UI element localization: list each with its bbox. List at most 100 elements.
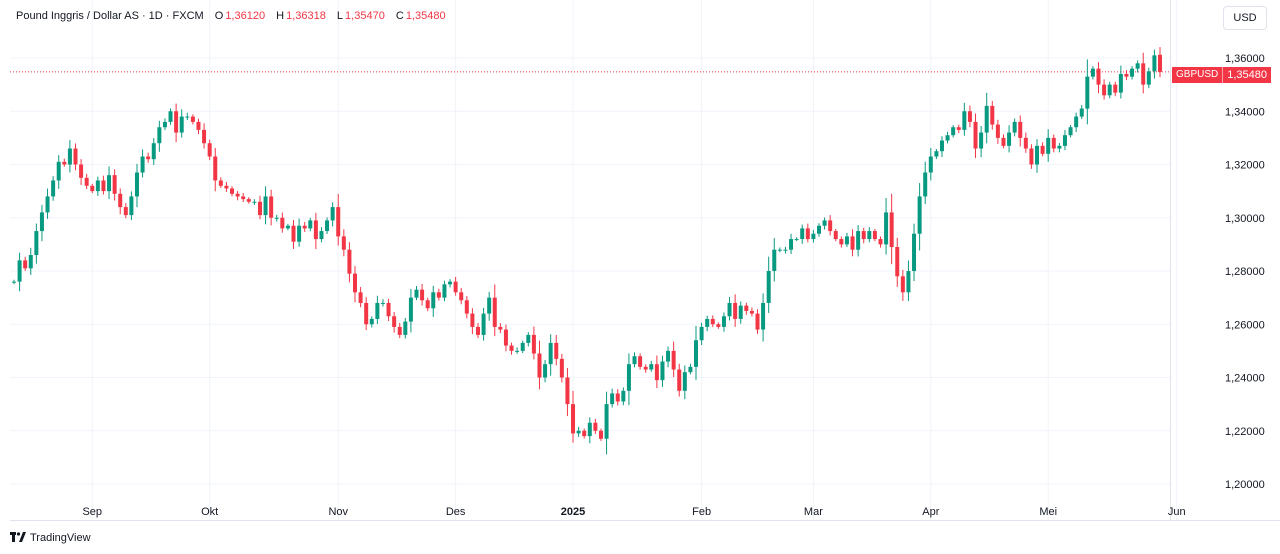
candle [90, 183, 95, 194]
candle-body [230, 188, 235, 194]
candle-body [112, 175, 117, 194]
symbol-title[interactable]: Pound Inggris / Dollar AS · 1D · FXCM [16, 10, 204, 22]
candle [839, 236, 844, 248]
candle [917, 183, 922, 251]
candle-body [62, 161, 67, 165]
candle [928, 147, 933, 181]
candle-body [548, 342, 553, 365]
candle [39, 204, 44, 242]
candle [615, 389, 620, 406]
candle-body [79, 164, 84, 178]
candle [789, 233, 794, 255]
candle-body [341, 236, 346, 250]
candle-body [928, 156, 933, 173]
candle-body [503, 329, 508, 346]
candle [554, 334, 559, 366]
candle-body [358, 292, 363, 303]
candle [638, 353, 643, 370]
candle [246, 197, 251, 204]
candle [833, 228, 838, 242]
candle [140, 149, 145, 178]
candle [23, 256, 28, 271]
candle-body [772, 249, 777, 271]
candle [392, 311, 397, 333]
candle-body [179, 116, 184, 133]
candle-body [688, 366, 693, 373]
candle [442, 280, 447, 302]
candle [1158, 47, 1162, 78]
candle-body [90, 185, 95, 192]
candle-body [811, 233, 816, 240]
candle-body [241, 196, 246, 200]
candle-body [1124, 73, 1129, 77]
candle-body [263, 196, 268, 216]
currency-button[interactable]: USD [1223, 6, 1267, 30]
candle [671, 341, 676, 378]
candle [548, 334, 553, 376]
candle-body [302, 225, 307, 229]
candle-body [543, 364, 548, 378]
candle-body [559, 358, 564, 378]
time-axis[interactable]: Sep Okt Nov Des 2025 Feb Mar Apr Mei Jun [82, 506, 1185, 518]
candle-body [146, 156, 151, 160]
candle-body [582, 430, 587, 437]
candle-body [1141, 63, 1146, 85]
candle-body [878, 239, 883, 245]
candle-body [1051, 137, 1056, 149]
y-tick-label: 1,36000 [1225, 53, 1265, 65]
candle-body [269, 196, 274, 218]
candle-body [487, 297, 492, 314]
y-tick-label: 1,22000 [1225, 426, 1265, 438]
candle [470, 308, 475, 335]
candle [353, 266, 358, 303]
candle [895, 237, 900, 287]
candle [677, 363, 682, 397]
candle [1096, 62, 1101, 94]
candle [1113, 81, 1118, 97]
candle [531, 326, 536, 360]
candle [1046, 129, 1051, 162]
candle [380, 299, 385, 307]
y-tick-label: 1,30000 [1225, 213, 1265, 225]
candle [112, 169, 117, 201]
candle [884, 198, 889, 255]
candle [1124, 70, 1129, 81]
candle-body [196, 121, 201, 130]
candle-body [554, 342, 559, 359]
candle [666, 346, 671, 368]
candle [537, 340, 542, 390]
candle [934, 148, 939, 160]
candle [263, 186, 268, 225]
candle-body [1007, 132, 1012, 146]
candle [610, 388, 615, 408]
candle [84, 173, 89, 190]
tradingview-logo[interactable]: TradingView [10, 531, 91, 545]
candle-body [190, 116, 195, 122]
candle-body [319, 231, 324, 240]
candle-body [12, 281, 16, 283]
candle [146, 152, 151, 163]
candle [699, 322, 704, 346]
candle [420, 283, 425, 306]
x-tick-label: Sep [82, 506, 102, 518]
open-label: O [214, 10, 224, 22]
x-tick-label: Jun [1168, 506, 1186, 518]
candle-body [995, 124, 1000, 138]
price-axis[interactable]: 1,20000 1,22000 1,24000 1,26000 1,28000 1,300… [1225, 53, 1265, 491]
candle [386, 298, 391, 322]
candle-body [1107, 84, 1112, 96]
candle-body [185, 116, 190, 118]
candle-body [285, 225, 290, 229]
candle-body [1079, 108, 1084, 117]
candle [202, 123, 207, 149]
candle-body [766, 271, 771, 303]
close-label: C [395, 10, 404, 22]
candle-body [95, 180, 100, 192]
y-tick-label: 1,24000 [1225, 373, 1265, 385]
candle-body [643, 366, 648, 370]
candle-body [129, 196, 134, 216]
candle [1141, 52, 1146, 94]
candle [235, 190, 240, 201]
x-tick-label: 2025 [561, 506, 585, 518]
